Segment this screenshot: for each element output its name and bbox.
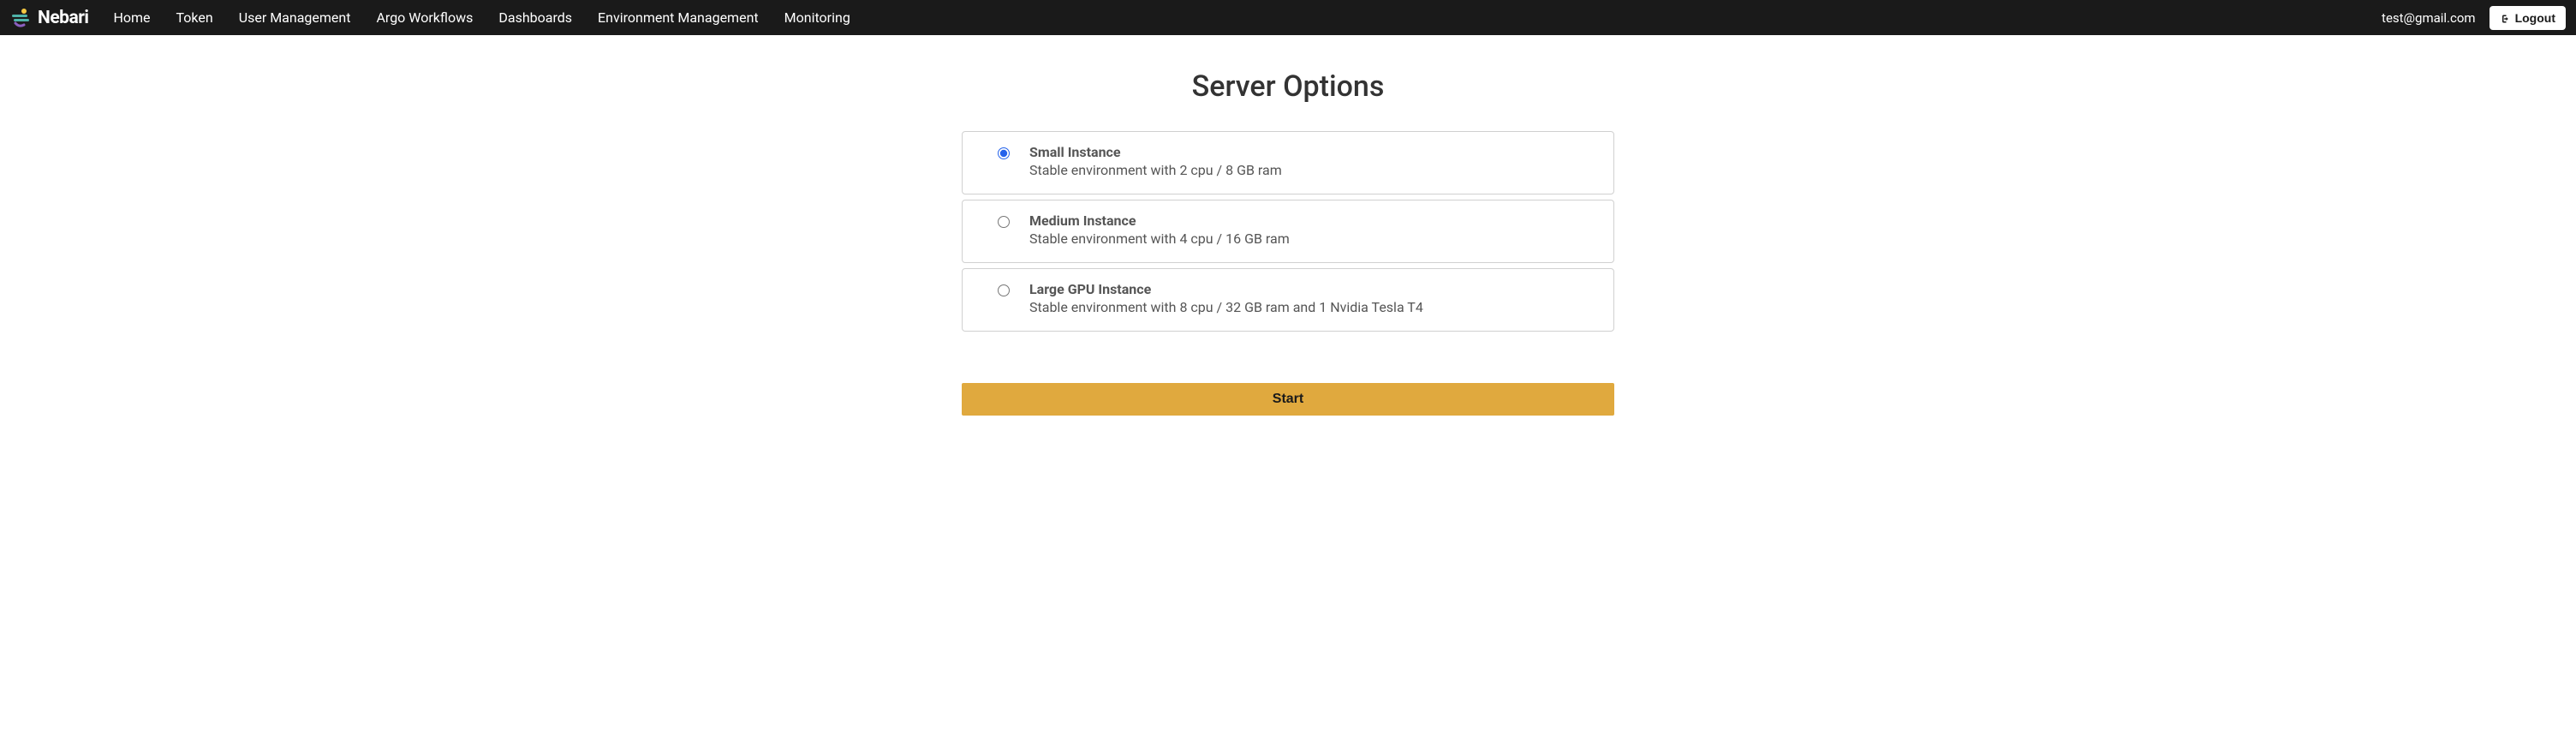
nav-link-argo-workflows[interactable]: Argo Workflows (363, 9, 486, 26)
nav-right: test@gmail.com Logout (2382, 6, 2566, 30)
option-content: Medium Instance Stable environment with … (1029, 212, 1598, 247)
logout-label: Logout (2515, 11, 2555, 25)
nav-link-user-management[interactable]: User Management (226, 9, 364, 26)
nav-link-home[interactable]: Home (100, 9, 163, 26)
logout-icon (2500, 13, 2510, 23)
radio-wrapper (978, 281, 1029, 296)
nav-link-token[interactable]: Token (164, 9, 226, 26)
radio-wrapper (978, 144, 1029, 159)
page-title: Server Options (962, 69, 1614, 104)
option-title: Large GPU Instance (1029, 281, 1598, 297)
option-card-large-gpu[interactable]: Large GPU Instance Stable environment wi… (962, 268, 1614, 332)
option-radio-large-gpu[interactable] (998, 284, 1010, 296)
nav-links: Home Token User Management Argo Workflow… (100, 9, 862, 26)
user-email: test@gmail.com (2382, 10, 2476, 26)
brand-logo[interactable]: Nebari (10, 7, 88, 29)
option-description: Stable environment with 8 cpu / 32 GB ra… (1029, 299, 1598, 315)
option-card-medium[interactable]: Medium Instance Stable environment with … (962, 200, 1614, 263)
option-description: Stable environment with 4 cpu / 16 GB ra… (1029, 230, 1598, 247)
main-content: Server Options Small Instance Stable env… (962, 35, 1614, 450)
nav-link-monitoring[interactable]: Monitoring (772, 9, 863, 26)
option-radio-medium[interactable] (998, 216, 1010, 228)
option-description: Stable environment with 2 cpu / 8 GB ram (1029, 162, 1598, 178)
start-button[interactable]: Start (962, 383, 1614, 416)
nav-link-environment-management[interactable]: Environment Management (585, 9, 772, 26)
option-title: Small Instance (1029, 144, 1598, 160)
option-content: Small Instance Stable environment with 2… (1029, 144, 1598, 178)
navbar: Nebari Home Token User Management Argo W… (0, 0, 2576, 35)
option-title: Medium Instance (1029, 212, 1598, 229)
nav-link-dashboards[interactable]: Dashboards (486, 9, 585, 26)
logout-button[interactable]: Logout (2490, 6, 2566, 30)
option-content: Large GPU Instance Stable environment wi… (1029, 281, 1598, 315)
brand-name: Nebari (38, 8, 88, 28)
radio-wrapper (978, 212, 1029, 228)
option-radio-small[interactable] (998, 147, 1010, 159)
option-card-small[interactable]: Small Instance Stable environment with 2… (962, 131, 1614, 194)
nebari-logo-icon (10, 7, 33, 29)
